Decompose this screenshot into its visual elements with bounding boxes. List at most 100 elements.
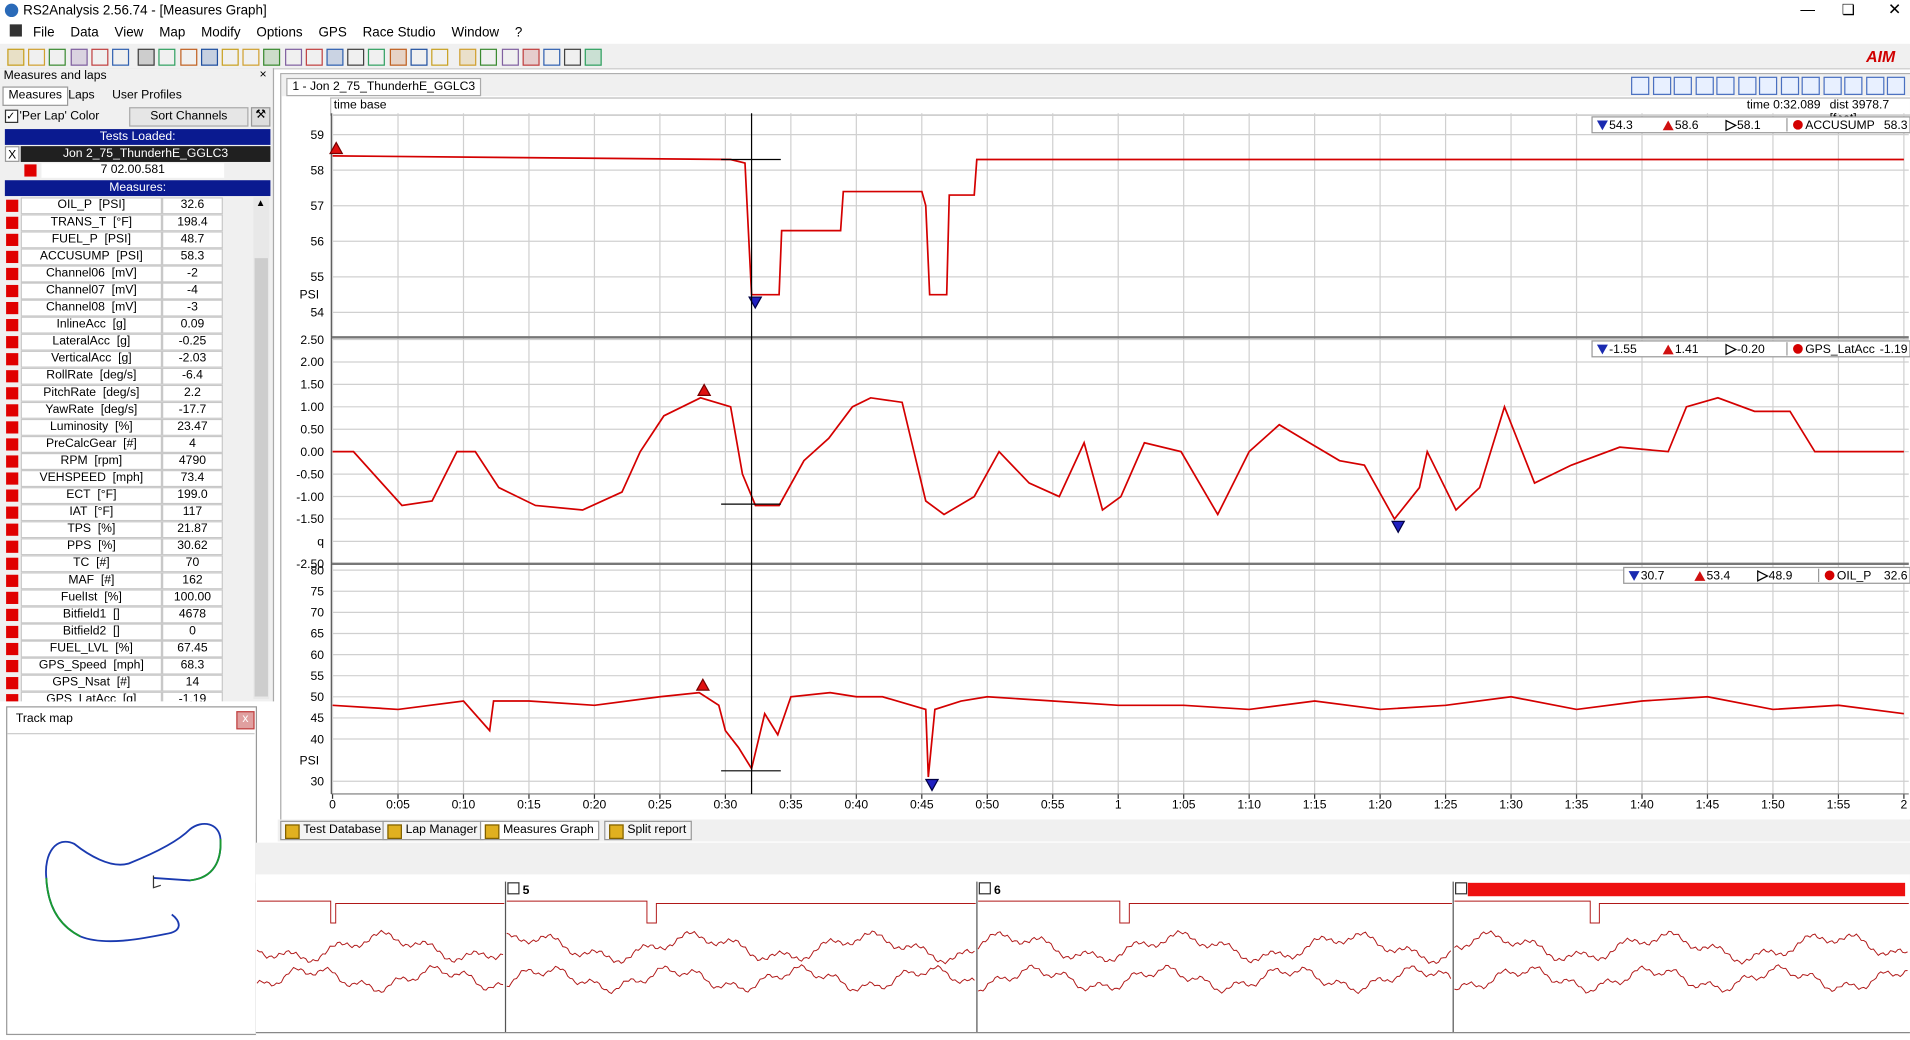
toolbar-button[interactable]: [221, 48, 239, 66]
menu-item[interactable]: Options: [256, 25, 303, 41]
graph-tool[interactable]: [1865, 76, 1884, 95]
toolbar-button[interactable]: [522, 48, 540, 66]
graph-tool[interactable]: [1886, 76, 1906, 95]
measure-row[interactable]: Channel06 [mV] -2: [0, 265, 251, 283]
toolbar-button[interactable]: [347, 48, 365, 66]
graph-tool[interactable]: [1844, 76, 1863, 95]
toolbar-button[interactable]: [585, 48, 603, 66]
measure-row[interactable]: ACCUSUMP [PSI] 58.3: [0, 248, 251, 266]
measure-row[interactable]: OIL_P [PSI] 32.6: [0, 197, 251, 215]
scrollbar[interactable]: ▲: [253, 197, 270, 699]
measure-row[interactable]: LateralAcc [g] -0.25: [0, 333, 251, 351]
toolbar-button[interactable]: [7, 48, 25, 66]
measure-row[interactable]: TC [#] 70: [0, 555, 251, 573]
bottom-tab[interactable]: Lap Manager: [382, 820, 484, 841]
toolbar-button[interactable]: [543, 48, 561, 66]
measure-row[interactable]: ECT [°F] 199.0: [0, 487, 251, 505]
menu-item[interactable]: File: [32, 25, 55, 41]
measure-row[interactable]: PreCalcGear [#] 4: [0, 435, 251, 453]
measure-row[interactable]: Luminosity [%] 23.47: [0, 418, 251, 436]
wrench-button[interactable]: ⚒: [250, 107, 271, 127]
graph-tool[interactable]: [1758, 76, 1778, 95]
toolbar-button[interactable]: [284, 48, 302, 66]
measure-row[interactable]: FUEL_P [PSI] 48.7: [0, 231, 251, 249]
graph-tool[interactable]: [1822, 76, 1842, 95]
toolbar-button[interactable]: [410, 48, 428, 66]
toolbar-button[interactable]: [480, 48, 498, 66]
toolbar-button[interactable]: [179, 48, 197, 66]
measure-row[interactable]: InlineAcc [g] 0.09: [0, 316, 251, 334]
menu-item[interactable]: Window: [451, 25, 500, 41]
menu-item[interactable]: View: [114, 25, 144, 41]
measure-row[interactable]: YawRate [deg/s] -17.7: [0, 401, 251, 419]
minimize[interactable]: —: [1800, 1, 1815, 19]
measure-row[interactable]: Channel08 [mV] -3: [0, 299, 251, 317]
measure-row[interactable]: TPS [%] 21.87: [0, 521, 251, 539]
graph-tool[interactable]: [1673, 76, 1692, 95]
toolbar-button[interactable]: [91, 48, 109, 66]
measure-row[interactable]: Bitfield1 [] 4678: [0, 606, 251, 624]
graph-tool[interactable]: [1801, 76, 1820, 95]
graph-tool[interactable]: [1780, 76, 1799, 95]
per-lap-checkbox[interactable]: ✓: [4, 109, 19, 123]
measure-row[interactable]: VEHSPEED [mph] 73.4: [0, 470, 251, 488]
measure-row[interactable]: GPS_Speed [mph] 68.3: [0, 657, 251, 675]
graph-tool[interactable]: [1652, 76, 1671, 95]
graph-tool[interactable]: [1631, 76, 1650, 95]
bottom-tab[interactable]: Measures Graph: [479, 820, 600, 841]
measure-row[interactable]: IAT [°F] 117: [0, 504, 251, 522]
bottom-tab[interactable]: Test Database: [280, 820, 388, 841]
graph-tab[interactable]: 1 - Jon 2_75_ThunderhE_GGLC3: [286, 77, 482, 97]
tab-user-profiles[interactable]: User Profiles: [112, 88, 182, 103]
measure-row[interactable]: Bitfield2 [] 0: [0, 623, 251, 641]
restore[interactable]: ❏: [1841, 1, 1855, 19]
measure-row[interactable]: FUEL_LVL [%] 67.45: [0, 640, 251, 658]
measure-row[interactable]: PitchRate [deg/s] 2.2: [0, 384, 251, 402]
measure-row[interactable]: FuelIst [%] 100.00: [0, 589, 251, 607]
toolbar-button[interactable]: [200, 48, 218, 66]
toolbar-button[interactable]: [158, 48, 176, 66]
graph-tool[interactable]: [1694, 76, 1714, 95]
scroll-up[interactable]: ▲: [255, 197, 266, 209]
toolbar-button[interactable]: [459, 48, 477, 66]
menu-item[interactable]: Map: [159, 25, 186, 41]
toolbar-button[interactable]: [112, 48, 130, 66]
menu-item[interactable]: GPS: [318, 25, 347, 41]
measure-row[interactable]: VerticalAcc [g] -2.03: [0, 350, 251, 368]
sort-button[interactable]: Sort Channels: [129, 107, 249, 127]
menu-item[interactable]: ?: [514, 25, 523, 41]
menu-item[interactable]: Modify: [201, 25, 241, 41]
toolbar-button[interactable]: [70, 48, 88, 66]
panel-close[interactable]: ×: [259, 68, 267, 82]
measure-row[interactable]: Channel07 [mV] -4: [0, 282, 251, 300]
measure-row[interactable]: TRANS_T [°F] 198.4: [0, 214, 251, 232]
toolbar-button[interactable]: [564, 48, 582, 66]
menu-item[interactable]: Race Studio: [362, 25, 436, 41]
scroll-thumb[interactable]: [254, 258, 268, 697]
graph-tool[interactable]: [1716, 76, 1735, 95]
toolbar-button[interactable]: [137, 48, 155, 66]
close[interactable]: ✕: [1888, 0, 1902, 19]
toolbar-button[interactable]: [49, 48, 67, 66]
measure-row[interactable]: RollRate [deg/s] -6.4: [0, 367, 251, 385]
measure-row[interactable]: GPS_Nsat [#] 14: [0, 674, 251, 692]
menu-item[interactable]: Data: [70, 25, 99, 41]
graph-tool[interactable]: [1737, 76, 1756, 95]
tab-measures[interactable]: Measures: [2, 86, 69, 106]
measure-row[interactable]: MAF [#] 162: [0, 572, 251, 590]
measure-row[interactable]: RPM [rpm] 4790: [0, 452, 251, 471]
toolbar-button[interactable]: [28, 48, 46, 66]
toolbar-button[interactable]: [305, 48, 323, 66]
measure-row[interactable]: GPS_LatAcc [g] -1.19: [0, 691, 251, 702]
measure-row[interactable]: PPS [%] 30.62: [0, 538, 251, 556]
toolbar-button[interactable]: [242, 48, 260, 66]
toolbar-button[interactable]: [263, 48, 281, 66]
toolbar-button[interactable]: [431, 48, 449, 66]
track-map-close[interactable]: x: [236, 711, 255, 730]
toolbar-button[interactable]: [326, 48, 344, 66]
tab-laps[interactable]: Laps: [68, 88, 95, 103]
test-name[interactable]: Jon 2_75_ThunderhE_GGLC3: [20, 146, 271, 162]
bottom-tab[interactable]: Split report: [604, 820, 693, 841]
test-close[interactable]: X: [4, 146, 20, 162]
toolbar-button[interactable]: [389, 48, 407, 66]
